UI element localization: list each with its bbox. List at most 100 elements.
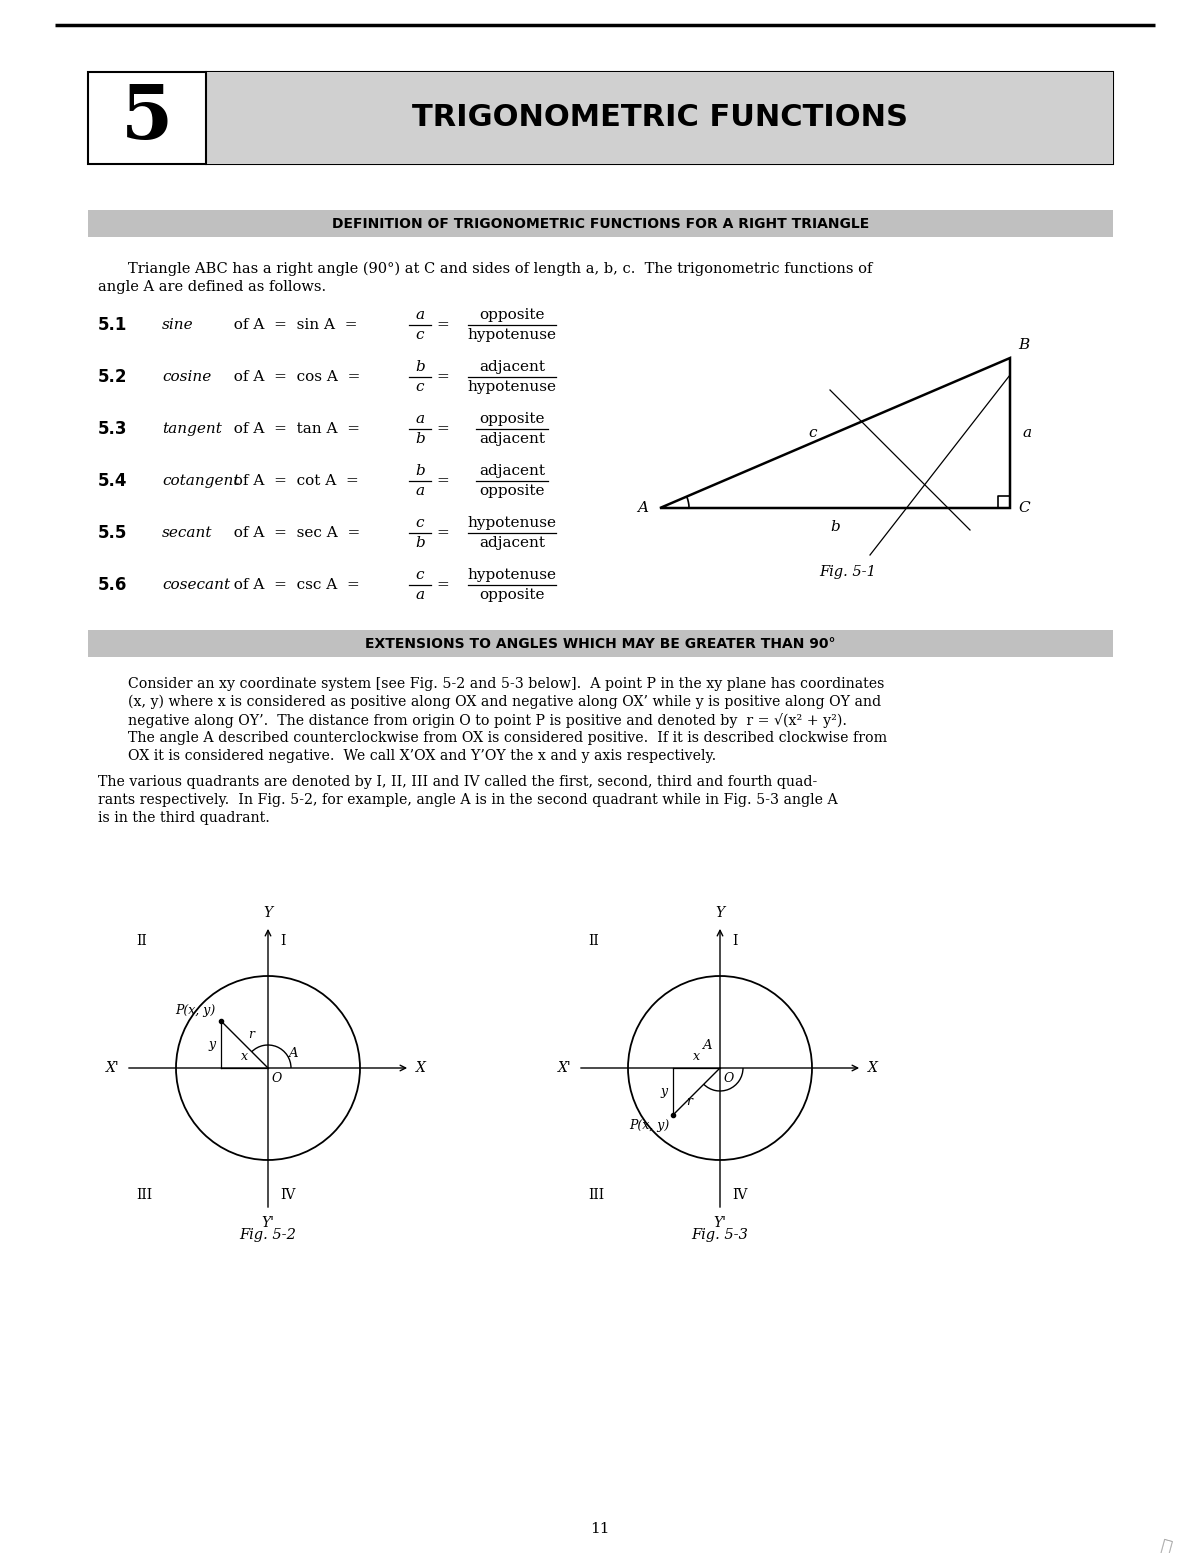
Text: c: c	[415, 328, 425, 342]
Text: b: b	[415, 360, 425, 374]
Text: tangent: tangent	[162, 422, 222, 436]
Text: of A  =  cot A  =: of A = cot A =	[224, 474, 359, 488]
Text: =: =	[436, 318, 449, 332]
Text: A: A	[637, 502, 648, 516]
Text: of A  =  tan A  =: of A = tan A =	[224, 422, 360, 436]
Text: X': X'	[107, 1061, 120, 1075]
Text: (x, y) where x is considered as positive along OX and negative along OX’ while y: (x, y) where x is considered as positive…	[128, 696, 881, 710]
Text: II: II	[588, 933, 599, 947]
Text: 5.6: 5.6	[98, 576, 127, 593]
Text: P(x, y): P(x, y)	[629, 1118, 670, 1132]
Text: DEFINITION OF TRIGONOMETRIC FUNCTIONS FOR A RIGHT TRIANGLE: DEFINITION OF TRIGONOMETRIC FUNCTIONS FO…	[332, 216, 869, 230]
Text: =: =	[436, 526, 449, 540]
Text: Y': Y'	[714, 1216, 726, 1230]
Text: opposite: opposite	[479, 307, 545, 321]
Text: ✓: ✓	[1158, 1537, 1172, 1553]
Text: b: b	[415, 536, 425, 550]
Text: =: =	[436, 370, 449, 384]
Text: r: r	[686, 1095, 692, 1109]
Text: a: a	[1022, 426, 1031, 439]
Text: =: =	[436, 578, 449, 592]
Text: Consider an xy coordinate system [see Fig. 5-2 and 5-3 below].  A point P in the: Consider an xy coordinate system [see Fi…	[128, 677, 884, 691]
Bar	[88, 210, 1114, 238]
Text: 5.1: 5.1	[98, 315, 127, 334]
Text: 5: 5	[121, 81, 173, 154]
Text: hypotenuse: hypotenuse	[468, 568, 557, 582]
Text: Y: Y	[715, 905, 725, 919]
Text: Fig. 5-3: Fig. 5-3	[691, 1228, 749, 1242]
Text: x: x	[694, 1050, 700, 1062]
Text: is in the third quadrant.: is in the third quadrant.	[98, 811, 270, 825]
Text: r: r	[248, 1028, 254, 1041]
Text: opposite: opposite	[479, 589, 545, 603]
Text: 11: 11	[590, 1522, 610, 1536]
Text: opposite: opposite	[479, 412, 545, 426]
Text: Triangle ABC has a right angle (90°) at C and sides of length a, b, c.  The trig: Triangle ABC has a right angle (90°) at …	[128, 262, 872, 276]
Text: of A  =  sec A  =: of A = sec A =	[224, 526, 360, 540]
Text: a: a	[415, 589, 425, 603]
Text: adjacent: adjacent	[479, 536, 545, 550]
Text: O: O	[724, 1072, 734, 1086]
Text: b: b	[415, 464, 425, 478]
Text: IV: IV	[732, 1188, 748, 1202]
Text: of A  =  csc A  =: of A = csc A =	[224, 578, 360, 592]
Bar	[206, 71, 1114, 165]
Text: opposite: opposite	[479, 485, 545, 499]
Text: 5.5: 5.5	[98, 523, 127, 542]
Text: 5.2: 5.2	[98, 368, 127, 387]
Text: negative along OY’.  The distance from origin O to point P is positive and denot: negative along OY’. The distance from or…	[128, 713, 847, 728]
Text: 5.4: 5.4	[98, 472, 127, 491]
Text: a: a	[415, 307, 425, 321]
Text: angle A are defined as follows.: angle A are defined as follows.	[98, 280, 326, 294]
Text: of A  =  cos A  =: of A = cos A =	[224, 370, 360, 384]
Text: A: A	[288, 1047, 298, 1061]
Text: a: a	[415, 412, 425, 426]
Text: c: c	[415, 516, 425, 530]
Text: Y: Y	[264, 905, 272, 919]
Text: C: C	[1018, 502, 1030, 516]
Text: The angle A described counterclockwise from OX is considered positive.  If it is: The angle A described counterclockwise f…	[128, 731, 887, 745]
Text: III: III	[588, 1188, 604, 1202]
Text: B: B	[1018, 339, 1030, 353]
Text: c: c	[415, 568, 425, 582]
Text: EXTENSIONS TO ANGLES WHICH MAY BE GREATER THAN 90°: EXTENSIONS TO ANGLES WHICH MAY BE GREATE…	[365, 637, 835, 651]
Text: III: III	[136, 1188, 152, 1202]
Text: Y': Y'	[262, 1216, 275, 1230]
Text: Fig. 5-2: Fig. 5-2	[240, 1228, 296, 1242]
Text: y: y	[208, 1037, 215, 1051]
Text: x: x	[241, 1050, 248, 1062]
Text: sine: sine	[162, 318, 193, 332]
Text: hypotenuse: hypotenuse	[468, 516, 557, 530]
Text: cosecant: cosecant	[162, 578, 230, 592]
Text: I: I	[732, 933, 737, 947]
Text: adjacent: adjacent	[479, 432, 545, 446]
Text: The various quadrants are denoted by I, II, III and IV called the first, second,: The various quadrants are denoted by I, …	[98, 775, 817, 789]
Text: c: c	[809, 426, 817, 439]
Text: IV: IV	[280, 1188, 295, 1202]
Text: 5.3: 5.3	[98, 419, 127, 438]
Text: TRIGONOMETRIC FUNCTIONS: TRIGONOMETRIC FUNCTIONS	[412, 104, 907, 132]
Text: X': X'	[558, 1061, 572, 1075]
Text: Fig. 5-1: Fig. 5-1	[820, 565, 876, 579]
Text: rants respectively.  In Fig. 5-2, for example, angle A is in the second quadrant: rants respectively. In Fig. 5-2, for exa…	[98, 794, 838, 808]
Text: I: I	[280, 933, 286, 947]
Text: adjacent: adjacent	[479, 360, 545, 374]
Text: a: a	[415, 485, 425, 499]
Text: cotangent: cotangent	[162, 474, 240, 488]
Text: hypotenuse: hypotenuse	[468, 328, 557, 342]
Text: adjacent: adjacent	[479, 464, 545, 478]
Text: =: =	[436, 474, 449, 488]
Text: P(x, y): P(x, y)	[175, 1005, 215, 1017]
Text: OX it is considered negative.  We call X’OX and Y’OY the x and y axis respective: OX it is considered negative. We call X’…	[128, 749, 716, 763]
Text: =: =	[436, 422, 449, 436]
Text: b: b	[415, 432, 425, 446]
Bar	[88, 71, 1114, 165]
Text: O: O	[272, 1072, 282, 1086]
Text: hypotenuse: hypotenuse	[468, 380, 557, 394]
Text: A: A	[702, 1039, 712, 1051]
Text: X: X	[416, 1061, 426, 1075]
Bar	[88, 631, 1114, 657]
Text: X: X	[868, 1061, 878, 1075]
Text: of A  =  sin A  =: of A = sin A =	[224, 318, 358, 332]
Text: y: y	[660, 1086, 667, 1098]
